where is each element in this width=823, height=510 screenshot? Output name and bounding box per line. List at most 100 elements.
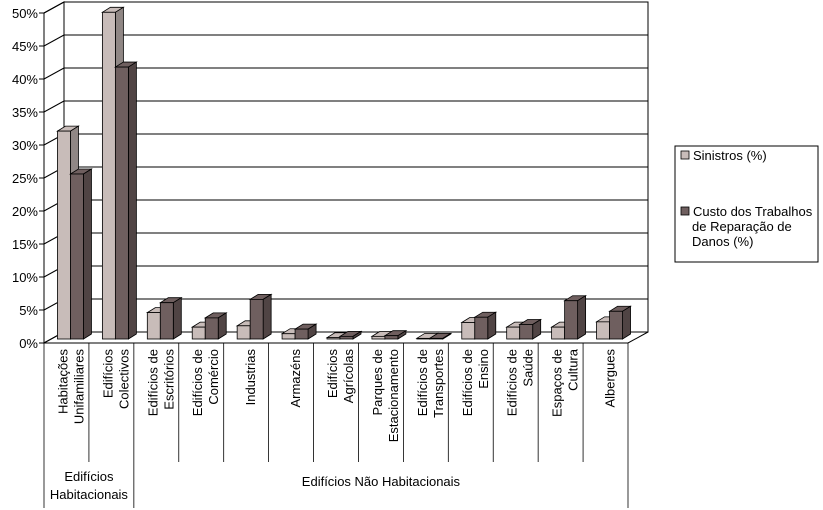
bar-front [384,335,399,340]
category-label: Albergues [603,349,618,408]
bar-front [474,316,489,340]
bar [69,168,93,340]
legend-box [674,145,819,263]
category-label: Unifamiliares [71,349,86,425]
bars [56,6,632,340]
bar [248,293,273,340]
category-label: Edifícios [325,349,340,399]
legend-swatch [680,206,690,216]
bar-front [249,298,264,340]
category-labels: Habitações Unifamiliares Edifícios Colectiv… [43,343,629,508]
bar-front [57,130,71,340]
category-label: Colectivos [116,349,131,409]
bar-side [487,311,497,340]
bar [383,329,408,340]
bar-side [217,312,227,340]
y-tick-label: 15% [12,237,38,252]
bar-front [339,335,354,340]
category-label: Edifícios de [460,349,475,416]
bar-front [281,333,296,340]
group-label: Habitacionais [50,487,129,502]
y-tick-label: 10% [12,270,38,285]
bar-side [622,305,631,340]
category-label: Edifícios de [190,349,205,416]
bar-front [609,310,623,340]
bar-front [429,337,444,340]
bar-front [519,324,534,340]
category-label: Espaços de [550,349,565,417]
gridlines [43,1,649,344]
category-label: Armazéns [288,349,303,408]
group-label: Edifícios Não Habitacionais [302,474,461,489]
bar [338,330,363,340]
bar-front [204,317,219,340]
category-label: Industrias [243,349,258,406]
bar [608,305,632,340]
bar-front [146,312,161,340]
group-labels: Edifícios Habitacionais Edifícios Não Habi… [50,469,461,502]
gridline-side [43,34,65,47]
category-label: Cultura [566,348,581,391]
y-tick-label: 45% [12,39,38,54]
bar-front [159,302,174,340]
category-label: Edifícios de [505,349,520,416]
bar-front [551,326,566,340]
category-label: Estacionamento [386,349,401,442]
bar [203,312,228,340]
category-label: Ensino [476,349,491,389]
category-label: Agrícolas [341,349,356,404]
bar-front [461,322,476,340]
bar-side [83,168,92,340]
bar-front [114,66,129,340]
legend-label: Sinistros (%) [693,148,767,163]
bar [563,294,588,340]
category-label: Habitações [55,349,70,415]
category-label: Saúde [521,349,536,387]
y-tick-label: 0% [19,336,38,351]
bar [293,323,318,340]
y-tick-label: 30% [12,138,38,153]
gridline-side [43,1,65,14]
legend-swatch [680,150,690,160]
legend-label: Custo dos Trabalhos [693,204,813,219]
legend-label: Danos (%) [692,234,753,249]
category-label: Escritórios [161,349,176,410]
y-tick-label: 40% [12,72,38,87]
bar-front [191,326,206,340]
bar [428,332,453,340]
y-tick-label: 20% [12,204,38,219]
bar-front [101,11,116,340]
bar-side [262,293,272,340]
bar-front [326,337,341,340]
category-label: Edifícios de [145,349,160,416]
bar-front [294,328,309,340]
bar [113,61,138,340]
bar-side [172,296,182,340]
category-label: Transportes [431,349,446,418]
bar [158,296,183,340]
category-label: Edifícios de [415,349,430,416]
category-label: Parques de [370,349,385,416]
bar-front [371,335,386,340]
bar-front [236,325,251,340]
gridline-side [43,100,65,113]
bar-front [70,173,84,340]
bar [518,318,543,340]
y-axis: 0% 5% 10% 15% 20% 25% 30% 35% 40% 45% 50% [12,6,45,351]
bar-front [506,326,521,340]
legend-label: de Reparação de [692,219,792,234]
category-label: Edifícios [100,349,115,399]
y-tick-label: 25% [12,171,38,186]
category-label: Comércio [206,349,221,405]
bar [473,311,498,340]
bar-side [127,61,137,340]
y-tick-label: 5% [19,303,38,318]
y-tick-label: 35% [12,105,38,120]
bar-front [564,300,579,340]
gridline-side [43,67,65,80]
bar-front [416,337,431,340]
bar-front [596,321,610,340]
group-label: Edifícios [64,469,114,484]
